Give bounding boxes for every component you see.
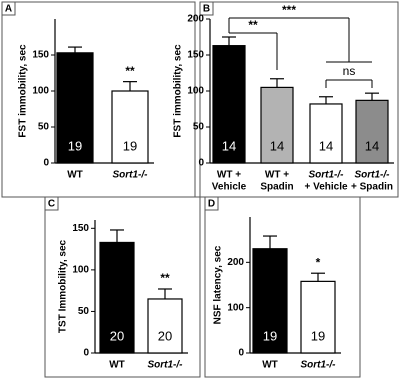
y-tick-label: 0: [43, 158, 49, 169]
bar-n-label: 14: [222, 138, 236, 153]
significance-label: **: [125, 64, 135, 78]
bar: [300, 280, 336, 354]
panel-label-box: [1, 1, 16, 16]
bar-n-label: 20: [110, 328, 124, 343]
y-tick-label: 50: [193, 122, 205, 133]
bar: [252, 248, 288, 354]
panel-frame: [44, 196, 201, 378]
y-tick-label: 150: [72, 223, 89, 234]
x-tick-label: Sort1-/-: [309, 170, 345, 181]
y-tick-label: 100: [227, 302, 244, 313]
comparison-label: ns: [343, 64, 356, 78]
panel-label: B: [203, 4, 210, 15]
bar: [56, 52, 94, 164]
bar-n-label: 19: [263, 328, 277, 343]
significance-label: *: [316, 255, 321, 269]
x-tick-label: Sort1-/-: [301, 360, 337, 371]
y-axis-label: FST immobility, sec: [173, 44, 184, 138]
bar-n-label: 14: [270, 138, 284, 153]
panel-frame: [1, 1, 196, 198]
comparison-label: ***: [282, 3, 296, 17]
bar: [111, 90, 149, 164]
x-tick-label: Sort1-/-: [355, 170, 391, 181]
x-tick-label: WT +: [265, 170, 289, 181]
y-tick-label: 200: [187, 14, 204, 25]
y-axis-label: FST immobility, sec: [18, 44, 29, 138]
y-tick-label: 50: [78, 306, 90, 317]
y-tick-label: 0: [198, 158, 204, 169]
bar-n-label: 19: [311, 328, 325, 343]
y-tick-label: 100: [32, 86, 49, 97]
y-tick-label: 150: [32, 50, 49, 61]
y-axis-label: TST Immobility, sec: [58, 239, 69, 333]
panel-label-box: [204, 196, 219, 211]
y-tick-label: 50: [38, 122, 50, 133]
bar-n-label: 20: [158, 328, 172, 343]
x-tick-label: WT: [67, 170, 83, 181]
panel-label: D: [208, 199, 215, 210]
y-tick-label: 150: [187, 50, 204, 61]
x-tick-label: WT +: [217, 170, 241, 181]
bar: [309, 103, 343, 164]
bar-n-label: 14: [365, 138, 379, 153]
y-axis-label: NSF latency, sec: [213, 245, 224, 324]
comparison-label: **: [248, 18, 258, 32]
x-tick-label: + Spadin: [351, 182, 393, 193]
bar: [212, 45, 246, 164]
y-tick-label: 0: [83, 348, 89, 359]
bar: [260, 86, 294, 164]
bar-n-label: 19: [123, 138, 137, 153]
x-tick-label: WT: [109, 360, 125, 371]
panel-label: A: [5, 4, 12, 15]
y-tick-label: 100: [72, 265, 89, 276]
y-tick-label: 0: [238, 348, 244, 359]
panel-label: C: [48, 199, 55, 210]
x-tick-label: Spadin: [260, 182, 293, 193]
x-tick-label: Sort1-/-: [113, 170, 149, 181]
bar: [99, 241, 135, 354]
significance-label: **: [160, 271, 170, 285]
bar: [147, 298, 183, 354]
panel-frame: [204, 196, 361, 378]
bar-n-label: 19: [68, 138, 82, 153]
panel-label-box: [199, 1, 214, 16]
x-tick-label: Vehicle: [212, 182, 247, 193]
y-tick-label: 200: [227, 257, 244, 268]
y-tick-label: 100: [187, 86, 204, 97]
x-tick-label: Sort1-/-: [148, 360, 184, 371]
x-tick-label: WT: [262, 360, 278, 371]
bar: [355, 99, 389, 164]
panel-label-box: [44, 196, 59, 211]
bar-n-label: 14: [319, 138, 333, 153]
x-tick-label: + Vehicle: [304, 182, 348, 193]
